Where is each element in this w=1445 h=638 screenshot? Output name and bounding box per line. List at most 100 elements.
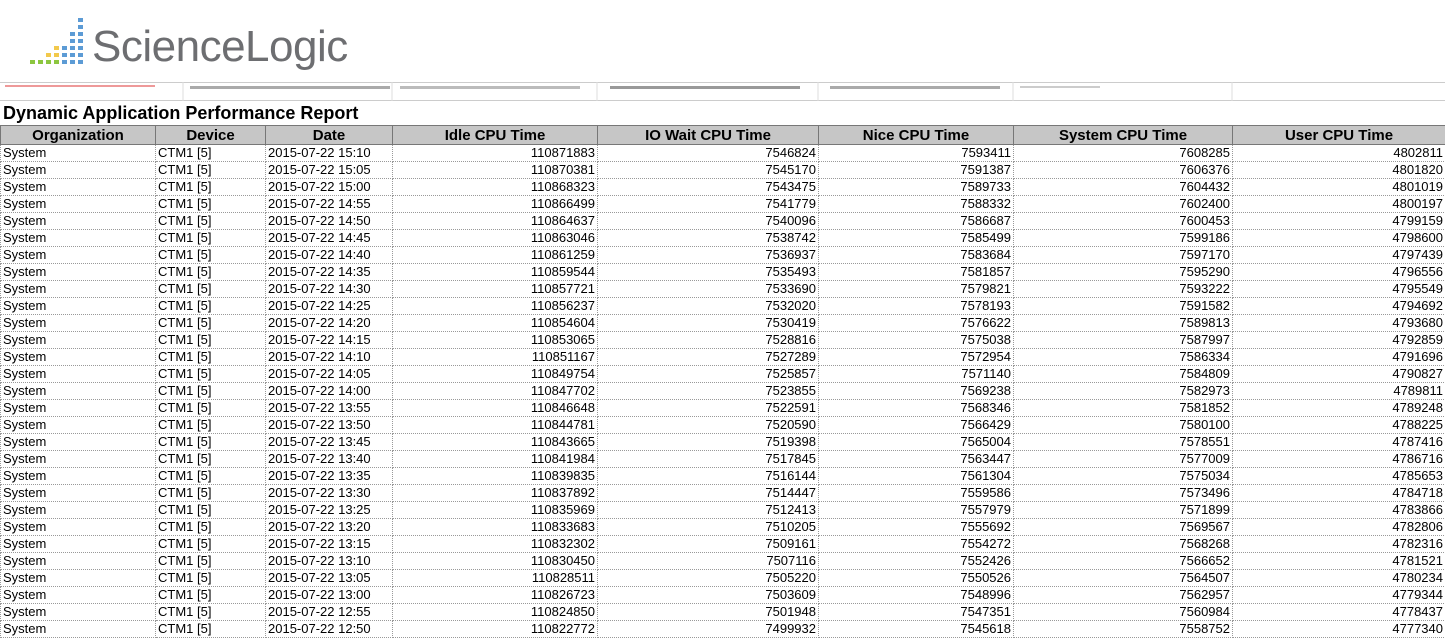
table-cell: 2015-07-22 14:55 xyxy=(266,196,393,213)
table-cell: 7589813 xyxy=(1014,315,1233,332)
table-cell: System xyxy=(1,519,156,536)
table-cell: 2015-07-22 14:05 xyxy=(266,366,393,383)
table-cell: System xyxy=(1,536,156,553)
table-cell: 7583684 xyxy=(819,247,1014,264)
table-cell: 110861259 xyxy=(393,247,598,264)
table-cell: System xyxy=(1,179,156,196)
table-cell: 4801019 xyxy=(1233,179,1445,196)
table-cell: 7588332 xyxy=(819,196,1014,213)
table-cell: 110846648 xyxy=(393,400,598,417)
table-cell: 7563447 xyxy=(819,451,1014,468)
table-cell: 7597170 xyxy=(1014,247,1233,264)
table-cell: 7527289 xyxy=(598,349,819,366)
table-cell: 2015-07-22 13:35 xyxy=(266,468,393,485)
table-cell: 110839835 xyxy=(393,468,598,485)
table-cell: 7512413 xyxy=(598,502,819,519)
table-cell: 2015-07-22 14:00 xyxy=(266,383,393,400)
table-cell: System xyxy=(1,587,156,604)
table-cell: System xyxy=(1,366,156,383)
table-cell: 4783866 xyxy=(1233,502,1445,519)
table-cell: 7507116 xyxy=(598,553,819,570)
table-cell: 110828511 xyxy=(393,570,598,587)
table-cell: 4790827 xyxy=(1233,366,1445,383)
table-cell: 7575038 xyxy=(819,332,1014,349)
table-cell: 7545170 xyxy=(598,162,819,179)
table-cell: 7600453 xyxy=(1014,213,1233,230)
table-cell: 7573496 xyxy=(1014,485,1233,502)
table-cell: 4792859 xyxy=(1233,332,1445,349)
table-cell: System xyxy=(1,485,156,502)
table-cell: CTM1 [5] xyxy=(156,587,266,604)
table-cell: CTM1 [5] xyxy=(156,570,266,587)
table-cell: 7535493 xyxy=(598,264,819,281)
table-cell: 110841984 xyxy=(393,451,598,468)
table-cell: 7516144 xyxy=(598,468,819,485)
table-cell: CTM1 [5] xyxy=(156,179,266,196)
table-cell: 4798600 xyxy=(1233,230,1445,247)
table-cell: CTM1 [5] xyxy=(156,383,266,400)
table-cell: 110826723 xyxy=(393,587,598,604)
table-cell: CTM1 [5] xyxy=(156,315,266,332)
table-cell: 2015-07-22 14:50 xyxy=(266,213,393,230)
table-cell: System xyxy=(1,349,156,366)
table-cell: 4794692 xyxy=(1233,298,1445,315)
redacted-row xyxy=(0,82,1445,102)
table-cell: 110849754 xyxy=(393,366,598,383)
table-cell: 7510205 xyxy=(598,519,819,536)
table-cell: 7505220 xyxy=(598,570,819,587)
table-cell: 7559586 xyxy=(819,485,1014,502)
table-cell: CTM1 [5] xyxy=(156,230,266,247)
table-cell: 2015-07-22 14:35 xyxy=(266,264,393,281)
table-cell: 7520590 xyxy=(598,417,819,434)
table-cell: 4796556 xyxy=(1233,264,1445,281)
table-cell: 7578193 xyxy=(819,298,1014,315)
table-cell: 110866499 xyxy=(393,196,598,213)
table-cell: 7536937 xyxy=(598,247,819,264)
table-cell: 7604432 xyxy=(1014,179,1233,196)
table-cell: CTM1 [5] xyxy=(156,162,266,179)
table-cell: 4787416 xyxy=(1233,434,1445,451)
table-cell: 7582973 xyxy=(1014,383,1233,400)
column-header: User CPU Time xyxy=(1233,126,1445,145)
table-cell: 7560984 xyxy=(1014,604,1233,621)
table-cell: CTM1 [5] xyxy=(156,417,266,434)
table-cell: 2015-07-22 13:30 xyxy=(266,485,393,502)
table-cell: 4786716 xyxy=(1233,451,1445,468)
table-cell: 7569238 xyxy=(819,383,1014,400)
table-cell: System xyxy=(1,230,156,247)
table-cell: System xyxy=(1,468,156,485)
table-cell: 7602400 xyxy=(1014,196,1233,213)
table-cell: 7575034 xyxy=(1014,468,1233,485)
report-title: Dynamic Application Performance Report xyxy=(3,102,358,124)
table-cell: 2015-07-22 13:50 xyxy=(266,417,393,434)
table-cell: 7586334 xyxy=(1014,349,1233,366)
column-header: Date xyxy=(266,126,393,145)
table-cell: 2015-07-22 15:10 xyxy=(266,145,393,162)
table-cell: 110837892 xyxy=(393,485,598,502)
table-cell: 7566652 xyxy=(1014,553,1233,570)
table-cell: 110871883 xyxy=(393,145,598,162)
table-cell: CTM1 [5] xyxy=(156,485,266,502)
table-cell: CTM1 [5] xyxy=(156,366,266,383)
column-header: Device xyxy=(156,126,266,145)
table-cell: System xyxy=(1,247,156,264)
table-cell: 4777340 xyxy=(1233,621,1445,638)
table-cell: 7554272 xyxy=(819,536,1014,553)
table-cell: 4795549 xyxy=(1233,281,1445,298)
table-cell: 7595290 xyxy=(1014,264,1233,281)
table-cell: 7586687 xyxy=(819,213,1014,230)
table-cell: 4782316 xyxy=(1233,536,1445,553)
table-cell: 2015-07-22 15:00 xyxy=(266,179,393,196)
table-cell: 110851167 xyxy=(393,349,598,366)
table-cell: 7584809 xyxy=(1014,366,1233,383)
table-cell: 7509161 xyxy=(598,536,819,553)
table-cell: 7599186 xyxy=(1014,230,1233,247)
